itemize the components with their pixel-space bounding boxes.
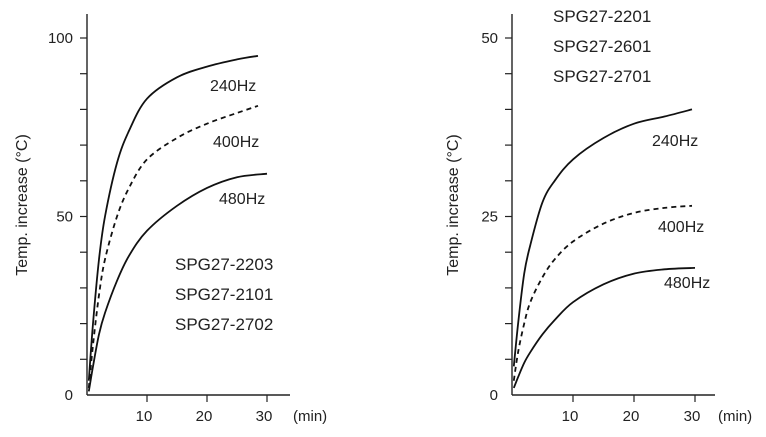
- series-line-240hz: [512, 108, 693, 367]
- series-line-240hz: [87, 55, 259, 381]
- x-tick-label: 30: [684, 408, 701, 425]
- model-label: SPG27-2701: [553, 67, 651, 86]
- series-line-400hz: [87, 104, 259, 388]
- series-label-240hz: 240Hz: [210, 78, 256, 95]
- y-axis-title: Temp. increase (°C): [445, 134, 462, 276]
- series-label-480hz: 480Hz: [664, 275, 710, 292]
- series-label-240hz: 240Hz: [652, 133, 698, 150]
- model-label: SPG27-2101: [175, 285, 273, 304]
- y-tick-label: 50: [481, 30, 498, 47]
- series-label-400hz: 400Hz: [658, 219, 704, 236]
- x-tick-label: 10: [562, 408, 579, 425]
- left-chart-panel: 0 50 100 10 20 30 (min) Temp. increase (°C) 240H…: [14, 14, 327, 425]
- model-label: SPG27-2201: [553, 7, 651, 26]
- y-axis-title: Temp. increase (°C): [14, 134, 31, 276]
- x-tick-label: 10: [136, 408, 153, 425]
- series-line-480hz: [512, 267, 696, 389]
- series-line-400hz: [512, 204, 693, 381]
- y-tick-label: 0: [65, 387, 73, 404]
- y-tick-label: 50: [56, 209, 73, 226]
- series-label-400hz: 400Hz: [213, 134, 259, 151]
- x-unit-label: (min): [718, 408, 752, 425]
- right-chart-panel: 0 25 50 10 20 30 (min) Temp. increase (°C) 240Hz…: [445, 7, 752, 425]
- series-label-480hz: 480Hz: [219, 191, 265, 208]
- model-label: SPG27-2702: [175, 315, 273, 334]
- y-tick-label: 100: [48, 30, 73, 47]
- model-label: SPG27-2601: [553, 37, 651, 56]
- series-line-480hz: [87, 172, 268, 392]
- x-unit-label: (min): [293, 408, 327, 425]
- x-tick-label: 20: [196, 408, 213, 425]
- x-tick-label: 20: [623, 408, 640, 425]
- y-tick-label: 0: [490, 387, 498, 404]
- model-label: SPG27-2203: [175, 255, 273, 274]
- x-tick-label: 30: [256, 408, 273, 425]
- y-tick-label: 25: [481, 209, 498, 226]
